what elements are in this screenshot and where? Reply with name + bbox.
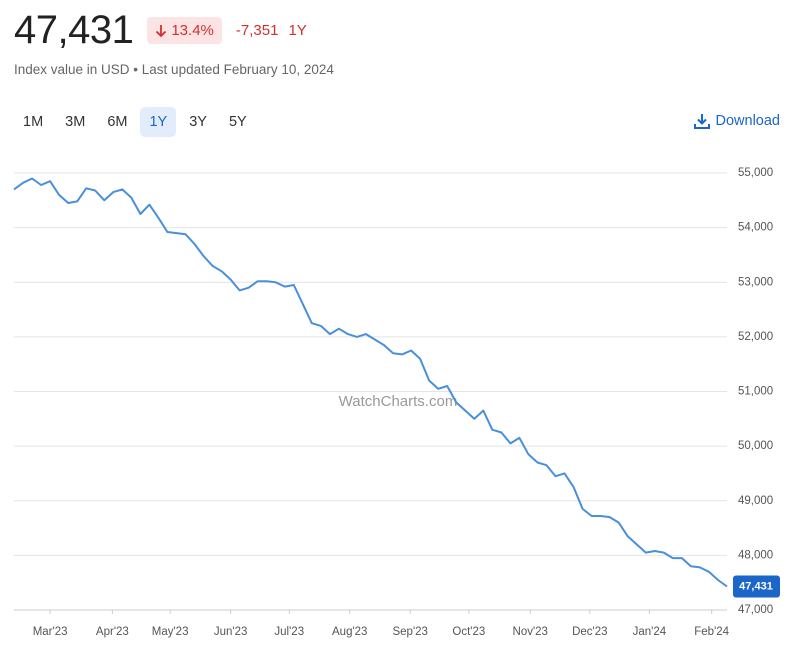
change-period: 1Y [288,22,307,39]
x-tick-label: Mar'23 [33,626,68,638]
x-tick-label: May'23 [152,626,189,638]
y-tick-label: 50,000 [738,440,773,452]
last-value-badge [733,575,780,598]
y-tick-label: 54,000 [738,222,773,234]
change-percent: 13.4% [171,22,214,39]
range-button[interactable]: 3M [65,114,86,130]
x-tick-label: Dec'23 [572,626,607,638]
x-tick-label: Apr'23 [96,626,129,638]
y-tick-label: 49,000 [738,495,773,507]
subtitle: Index value in USD • Last updated Februa… [14,62,334,77]
header: 47,431 13.4% -7,351 1Y [14,8,307,53]
price-line [13,177,728,588]
change-badge: 13.4% [147,17,222,44]
x-tick-label: Feb'24 [694,626,729,638]
range-button[interactable]: 1Y [140,107,177,137]
range-button[interactable]: 3Y [189,114,207,130]
range-button[interactable]: 1M [23,114,44,130]
down-arrow [156,24,167,37]
range-button[interactable]: 6M [107,114,128,130]
index-value: 47,431 [14,8,134,52]
last-value-label: 47,431 [739,580,773,592]
y-tick-label: 55,000 [738,167,773,179]
download-icon [693,114,710,129]
chart: WatchCharts.com 47,000 48,000 49,000 50,000… [13,167,780,638]
x-tick-label: Nov'23 [513,626,548,638]
x-tick-label: Oct'23 [452,626,485,638]
y-tick-label: 48,000 [738,549,773,561]
x-tick-label: Jan'24 [633,626,667,638]
y-tick-label: 52,000 [738,331,773,343]
y-tick-label: 51,000 [738,386,773,398]
change-absolute: -7,351 [235,22,279,39]
watermark: WatchCharts.com [339,393,458,410]
x-tick-label: Jun'23 [214,626,248,638]
y-tick-label: 53,000 [738,276,773,288]
x-tick-label: Jul'23 [274,626,304,638]
download-label: Download [715,113,781,129]
x-tick-label: Aug'23 [332,626,367,638]
x-tick-label: Sep'23 [392,626,427,638]
download-button[interactable]: Download [693,112,781,130]
range-selector: 1M 3M 6M 1Y 3Y 5Y [14,107,256,137]
range-button[interactable]: 5Y [228,114,247,130]
y-tick-label: 47,000 [738,604,773,616]
